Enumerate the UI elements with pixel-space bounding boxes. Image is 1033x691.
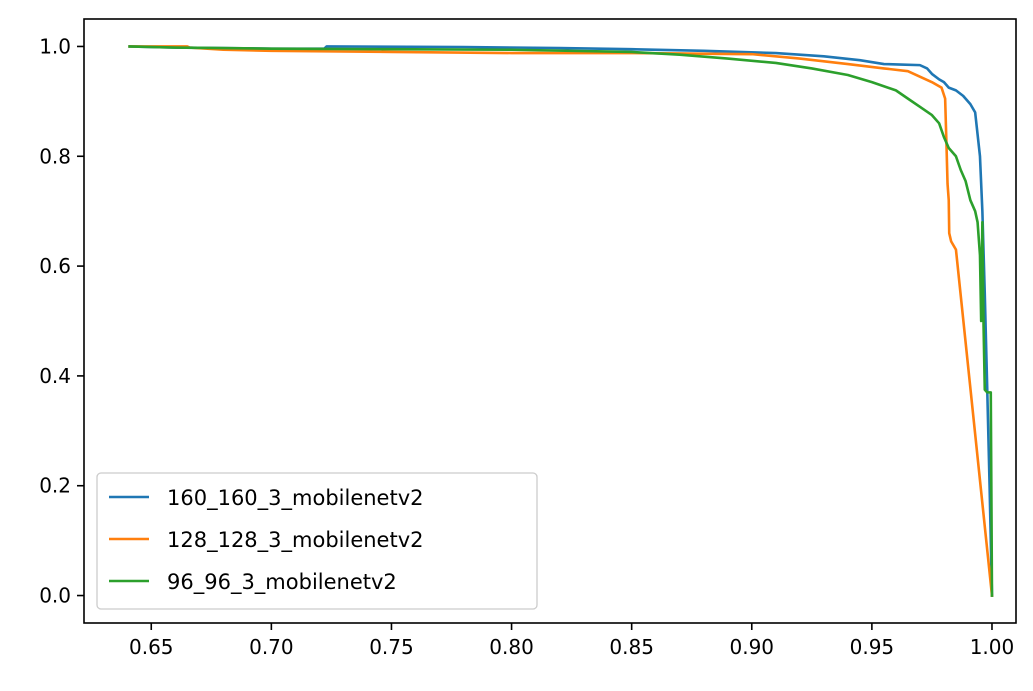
- y-tick-label: 0.2: [39, 474, 71, 498]
- y-tick-label: 0.8: [39, 144, 71, 168]
- x-tick-label: 0.65: [129, 635, 174, 659]
- x-tick-label: 0.75: [369, 635, 414, 659]
- series-layer: [128, 45, 994, 597]
- legend-label: 128_128_3_mobilenetv2: [167, 528, 424, 553]
- plot-frame: [83, 18, 1017, 624]
- axes-layer: 0.65 0.70 0.75 0.80 0.85 0.90 0.95 1.00 0.0 0.2 0.…: [39, 18, 1017, 659]
- legend-label: 160_160_3_mobilenetv2: [167, 486, 424, 511]
- legend-label: 96_96_3_mobilenetv2: [167, 570, 397, 595]
- x-tick-label: 0.70: [249, 635, 294, 659]
- series-line-3: [128, 45, 994, 597]
- x-tick-label: 0.80: [489, 635, 534, 659]
- series-line-1: [128, 45, 994, 597]
- x-tick-label: 0.85: [609, 635, 654, 659]
- x-tick-label: 0.95: [850, 635, 895, 659]
- y-tick-label: 0.4: [39, 364, 71, 388]
- y-tick-label: 1.0: [39, 34, 71, 58]
- y-tick-label: 0.0: [39, 584, 71, 608]
- series-line-2: [128, 45, 994, 597]
- y-tick-label: 0.6: [39, 254, 71, 278]
- x-tick-label: 1.00: [970, 635, 1015, 659]
- legend: 160_160_3_mobilenetv2 128_128_3_mobilenet…: [96, 472, 538, 610]
- x-tick-label: 0.90: [730, 635, 775, 659]
- legend-box: [96, 472, 538, 610]
